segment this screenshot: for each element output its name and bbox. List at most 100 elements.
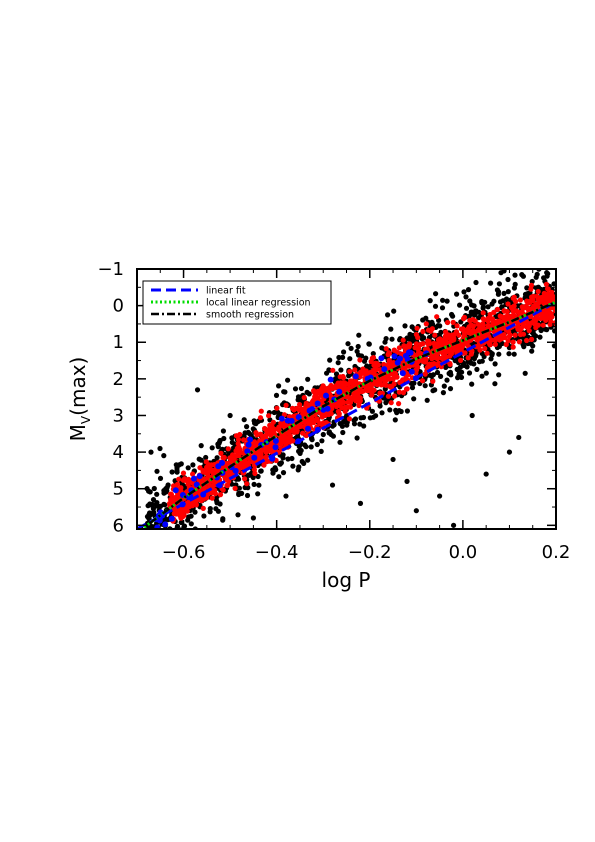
data-point [400,390,406,396]
data-point [409,385,416,391]
data-point [289,455,295,462]
data-point [496,281,502,287]
data-point [404,478,410,484]
data-point [432,387,438,393]
x-tick-label: 0.0 [449,542,478,563]
legend-label: smooth regression [206,310,294,321]
data-point [209,445,215,451]
data-point [503,314,509,320]
data-point [344,422,350,428]
data-point [524,337,530,344]
data-point [152,534,157,539]
data-point [215,508,221,514]
data-point [301,460,307,466]
data-point [266,413,272,419]
data-point [434,369,441,376]
data-point [374,380,380,386]
data-point [348,378,354,384]
data-point [329,402,335,408]
data-point [288,417,295,424]
data-point [413,331,419,338]
data-point [144,486,150,492]
data-point [524,298,530,304]
data-point [383,336,389,342]
data-point [441,383,447,389]
data-point [146,565,151,570]
data-point [392,417,398,423]
data-point [247,436,254,443]
data-point [251,481,257,487]
data-point [145,542,150,547]
data-point [378,355,385,362]
data-point [361,358,368,364]
data-point [237,431,243,438]
data-point [249,446,256,452]
data-point [430,378,436,384]
data-point [150,497,157,503]
data-point [333,371,340,377]
data-point [276,474,282,480]
data-point [327,376,334,383]
data-point [174,493,180,499]
data-point [480,310,486,316]
data-point [277,461,283,467]
data-point [360,370,366,376]
data-point [297,450,303,456]
data-point [176,476,182,482]
axis-ticks: −0.6 −0.4 −0.2 0.0 0.2 −1 0 1 2 3 4 5 6 [97,259,570,563]
data-point [286,429,292,435]
y-tick-label: 4 [113,442,124,463]
data-point [497,313,503,319]
legend-label: linear fit [206,286,246,297]
data-point [471,303,477,309]
data-point [173,530,178,535]
data-point [535,288,541,295]
data-point [255,473,261,480]
data-point [492,361,498,367]
data-point [494,287,500,293]
data-point [402,323,408,329]
data-point [432,343,438,350]
data-point [347,356,353,362]
data-point [276,424,282,430]
data-point [258,468,264,474]
data-point [433,291,439,297]
data-point [161,453,167,459]
data-point [551,343,556,349]
data-point [148,542,153,547]
y-axis-label: MV(max) [66,357,93,442]
data-point [200,468,206,474]
y-tick-label: 2 [113,369,124,390]
data-point [409,324,415,330]
data-point [547,291,553,297]
data-point [494,306,501,312]
data-point [548,319,554,325]
data-point [359,353,365,359]
data-point [496,351,502,357]
data-point [370,414,376,420]
data-point [394,349,400,355]
data-point [330,367,336,373]
data-point [436,360,442,366]
data-point [270,470,276,476]
data-point [411,396,417,402]
data-point [415,346,421,352]
data-point [237,450,243,456]
data-point [154,524,161,529]
data-point [182,476,188,482]
data-point [341,349,347,355]
data-point [496,343,502,349]
data-point [423,321,429,327]
data-point [338,367,344,373]
data-point [434,314,440,320]
data-point [236,444,242,450]
data-point [180,470,187,476]
data-point [319,438,325,444]
data-point [255,491,261,497]
data-point [274,405,280,411]
data-point [385,393,391,399]
data-point [464,364,470,370]
data-point [354,435,360,441]
data-point [387,407,393,413]
data-point [374,366,380,372]
